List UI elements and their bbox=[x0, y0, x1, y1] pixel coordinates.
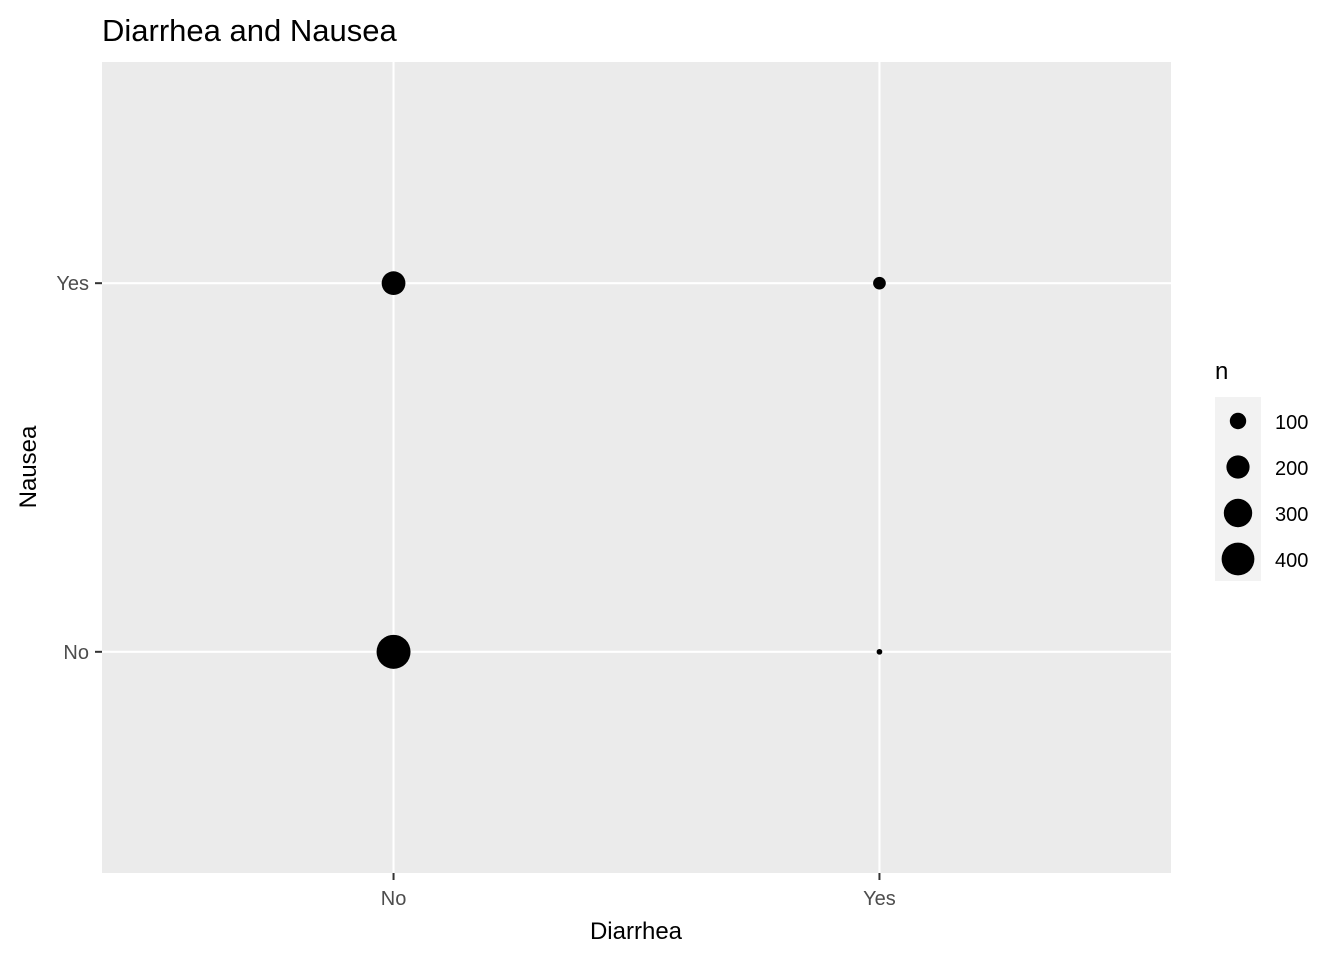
legend-label: 100 bbox=[1275, 412, 1308, 434]
legend-key bbox=[1229, 412, 1247, 430]
legend-label: 400 bbox=[1275, 550, 1308, 572]
plot-panel bbox=[102, 62, 1171, 873]
data-point bbox=[873, 276, 886, 290]
x-tick-label: No bbox=[381, 888, 407, 910]
legend-label: 300 bbox=[1275, 504, 1308, 526]
data-point bbox=[381, 271, 406, 296]
size-legend: n 100 200 300 400 bbox=[1215, 358, 1308, 581]
x-tick-label: Yes bbox=[863, 888, 896, 910]
x-axis-title: Diarrhea bbox=[590, 918, 683, 945]
data-point bbox=[876, 648, 883, 655]
y-tick-label: No bbox=[63, 642, 89, 664]
legend-title: n bbox=[1215, 358, 1228, 385]
grid-lines bbox=[102, 62, 1171, 873]
y-tick-label: Yes bbox=[56, 273, 89, 295]
legend-key bbox=[1221, 542, 1255, 576]
y-axis-title: Nausea bbox=[15, 425, 42, 508]
chart-title: Diarrhea and Nausea bbox=[102, 13, 397, 48]
data-point bbox=[376, 634, 411, 669]
legend-key bbox=[1223, 498, 1253, 528]
axis-ticks: No Yes No Yes bbox=[56, 273, 895, 910]
data-points bbox=[376, 271, 886, 669]
legend-label: 200 bbox=[1275, 458, 1308, 480]
legend-key bbox=[1226, 455, 1250, 479]
